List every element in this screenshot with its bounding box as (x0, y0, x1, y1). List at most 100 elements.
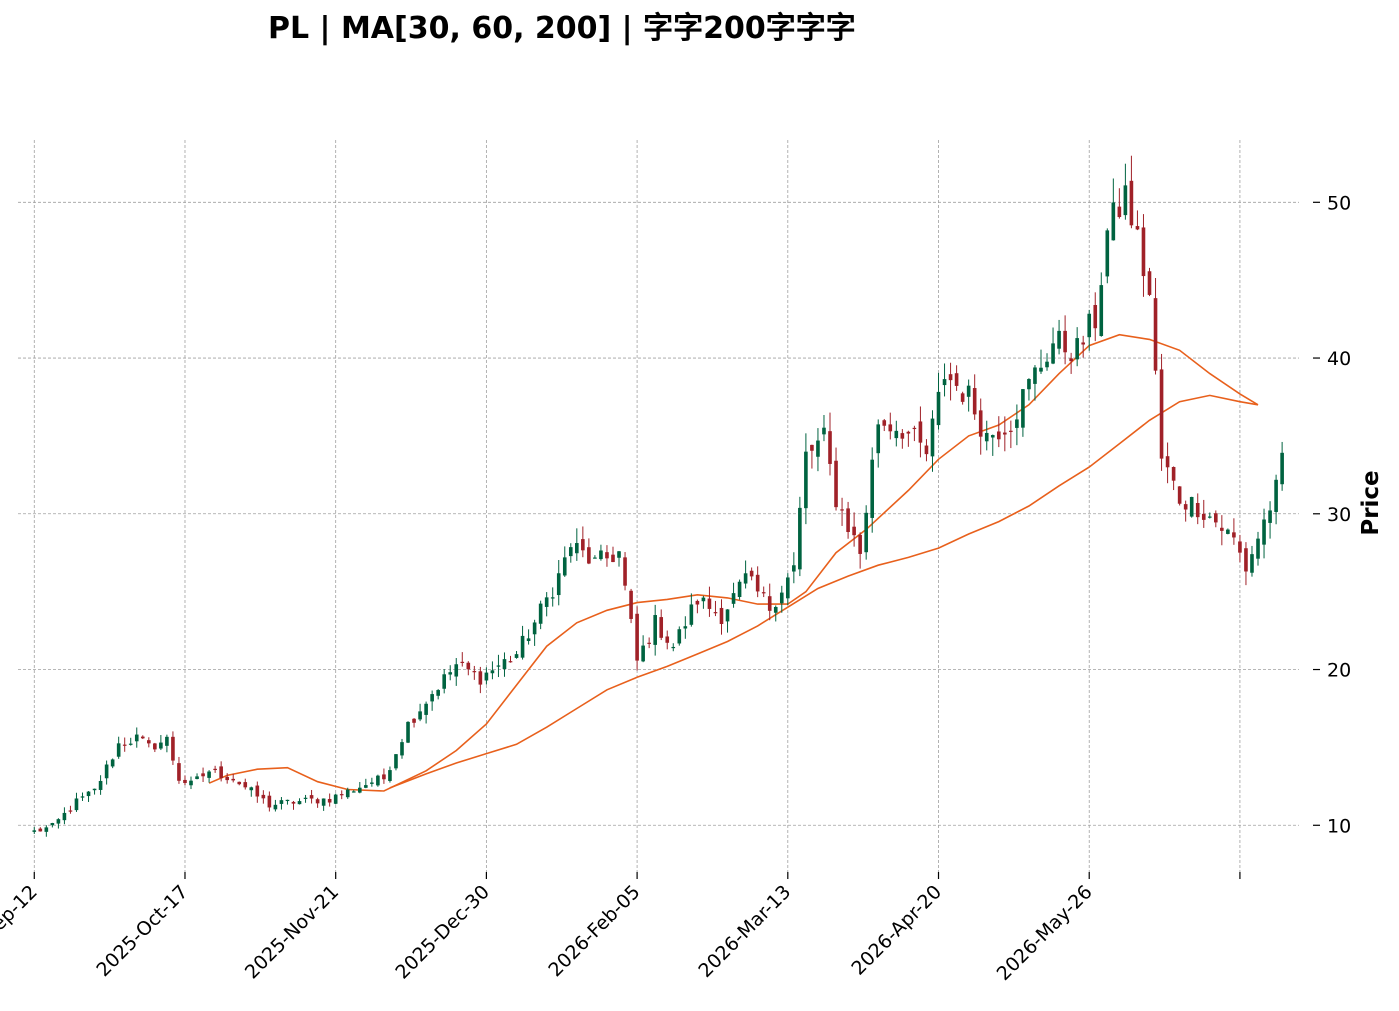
candle-up (207, 771, 211, 778)
candle-up (92, 788, 97, 791)
candle-down (828, 431, 832, 464)
candle-up (641, 645, 645, 662)
candle-up (737, 581, 742, 597)
candle-down (629, 590, 633, 619)
candle-up (779, 592, 784, 604)
candle-down (1238, 541, 1242, 553)
candle-down (1003, 432, 1007, 435)
candle-up (1274, 479, 1278, 512)
candle-up (725, 609, 730, 622)
candle-up (990, 435, 995, 438)
candle-up (1189, 496, 1194, 517)
candle-down (719, 607, 724, 625)
candle-up (1250, 554, 1254, 573)
candle-down (1135, 226, 1140, 230)
candle-up (376, 775, 380, 786)
candle-down (858, 534, 862, 554)
candle-up (942, 379, 947, 386)
candle-up (400, 742, 404, 756)
candle-down (840, 509, 844, 511)
candle-up (816, 440, 820, 457)
candle-down (978, 410, 983, 437)
candle-up (333, 794, 338, 804)
x-tick-label: 2025-Dec-30 (391, 881, 494, 984)
candle-up (532, 622, 537, 635)
candle-up (1262, 519, 1266, 545)
candle-up (568, 547, 573, 557)
candle-up (134, 734, 139, 742)
y-tick-label: 50 (1327, 192, 1351, 214)
candle-up (484, 672, 489, 681)
candle-up (792, 565, 796, 572)
candle-up (56, 819, 61, 824)
candle-down (147, 740, 151, 744)
candle-down (755, 574, 760, 592)
candle-up (1039, 367, 1043, 372)
candle-up (98, 780, 103, 790)
candle-up (689, 604, 694, 625)
candle-up (454, 664, 459, 677)
candle-down (1195, 503, 1200, 518)
candle-down (623, 557, 627, 586)
candle-up (364, 785, 368, 788)
candle-down (171, 736, 175, 761)
candle-up (653, 615, 657, 645)
moving-average-lines (208, 333, 1259, 792)
candle-down (237, 781, 242, 785)
candle-down (948, 374, 953, 381)
candle-down (1147, 271, 1152, 295)
candlesticks (32, 155, 1284, 837)
x-tick-label: 2026-Mar-13 (694, 881, 795, 982)
candle-up (128, 743, 133, 745)
candle-down (291, 801, 296, 804)
candle-up (357, 787, 362, 793)
candle-down (1201, 513, 1206, 520)
candle-down (659, 617, 664, 638)
candle-up (1099, 285, 1104, 336)
candle-up (538, 603, 543, 624)
candle-down (183, 779, 187, 783)
candle-up (370, 782, 374, 784)
candle-down (466, 662, 471, 670)
candle-down (1069, 358, 1073, 362)
candle-up (442, 674, 447, 689)
candle-down (38, 828, 43, 832)
candle-down (231, 778, 236, 781)
candle-down (1063, 330, 1067, 353)
candle-up (550, 597, 555, 599)
candle-down (1009, 430, 1013, 432)
candle-up (1057, 330, 1061, 349)
candle-up (966, 385, 971, 397)
candle-up (44, 827, 49, 832)
gridlines (18, 140, 1299, 872)
candle-up (930, 418, 935, 457)
candle-up (351, 791, 356, 793)
candle-down (213, 768, 217, 771)
candle-up (388, 770, 392, 781)
candle-up (876, 424, 881, 454)
candle-up (1226, 529, 1230, 534)
y-tick-label: 40 (1327, 348, 1351, 370)
candle-down (460, 661, 465, 664)
candle-up (418, 711, 422, 720)
candle-down (309, 795, 314, 799)
candle-down (918, 421, 923, 443)
candle-down (665, 636, 670, 643)
candle-up (936, 391, 941, 426)
axes: 10 20 30 40 50 2025-Sep-12 2025-Oct-17 2025-Nov… (0, 192, 1351, 985)
candle-down (1141, 227, 1146, 277)
candle-down (315, 799, 320, 804)
candle-up (544, 597, 549, 607)
candle-down (900, 433, 905, 439)
candle-down (695, 600, 700, 605)
candle-up (195, 776, 199, 780)
candle-up (86, 791, 91, 797)
candle-up (448, 672, 453, 675)
candle-down (1220, 527, 1224, 531)
y-axis-label: Price (1358, 470, 1384, 535)
candle-down (972, 388, 977, 415)
ma-60-line (389, 394, 1259, 789)
candle-down (1159, 369, 1164, 459)
candle-down (635, 613, 639, 661)
candle-up (249, 787, 254, 791)
